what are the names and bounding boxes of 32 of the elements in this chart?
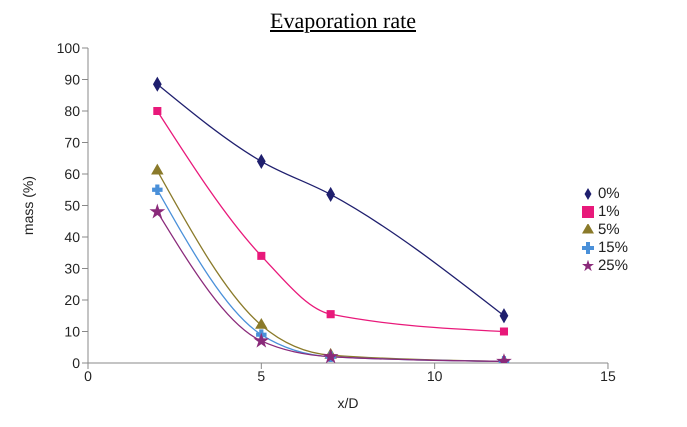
y-axis-title: mass (%) <box>20 176 36 236</box>
legend-label: 1% <box>598 203 620 220</box>
y-tick-label: 80 <box>64 102 80 119</box>
x-axis-title: x/D <box>337 395 358 411</box>
y-tick-label: 40 <box>64 228 80 245</box>
legend-label: 0% <box>598 185 620 202</box>
x-tick-label: 10 <box>426 368 443 384</box>
point <box>153 106 162 116</box>
y-tick-label: 0 <box>72 354 80 371</box>
y-tick-label: 70 <box>64 134 80 150</box>
legend-label: 15% <box>598 239 628 256</box>
legend-label: 5% <box>598 221 620 238</box>
point <box>500 327 508 336</box>
point <box>326 310 335 318</box>
point <box>257 252 266 260</box>
point <box>255 318 268 329</box>
point <box>151 164 164 174</box>
y-tick-label: 10 <box>64 323 80 340</box>
point <box>254 334 268 347</box>
legend-label: 25% <box>598 257 628 274</box>
y-tick-label: 100 <box>56 40 80 56</box>
y-tick-label: 50 <box>64 197 80 214</box>
chart-title: Evaporation rate <box>270 8 416 33</box>
point <box>150 204 164 218</box>
x-tick-label: 0 <box>84 368 92 384</box>
x-tick-label: 15 <box>600 368 616 384</box>
y-tick-label: 30 <box>64 260 80 276</box>
x-tick-label: 5 <box>257 368 266 384</box>
y-tick-label: 90 <box>64 71 80 88</box>
y-tick-label: 20 <box>64 292 80 308</box>
y-tick-label: 60 <box>64 166 80 182</box>
point <box>152 184 163 195</box>
